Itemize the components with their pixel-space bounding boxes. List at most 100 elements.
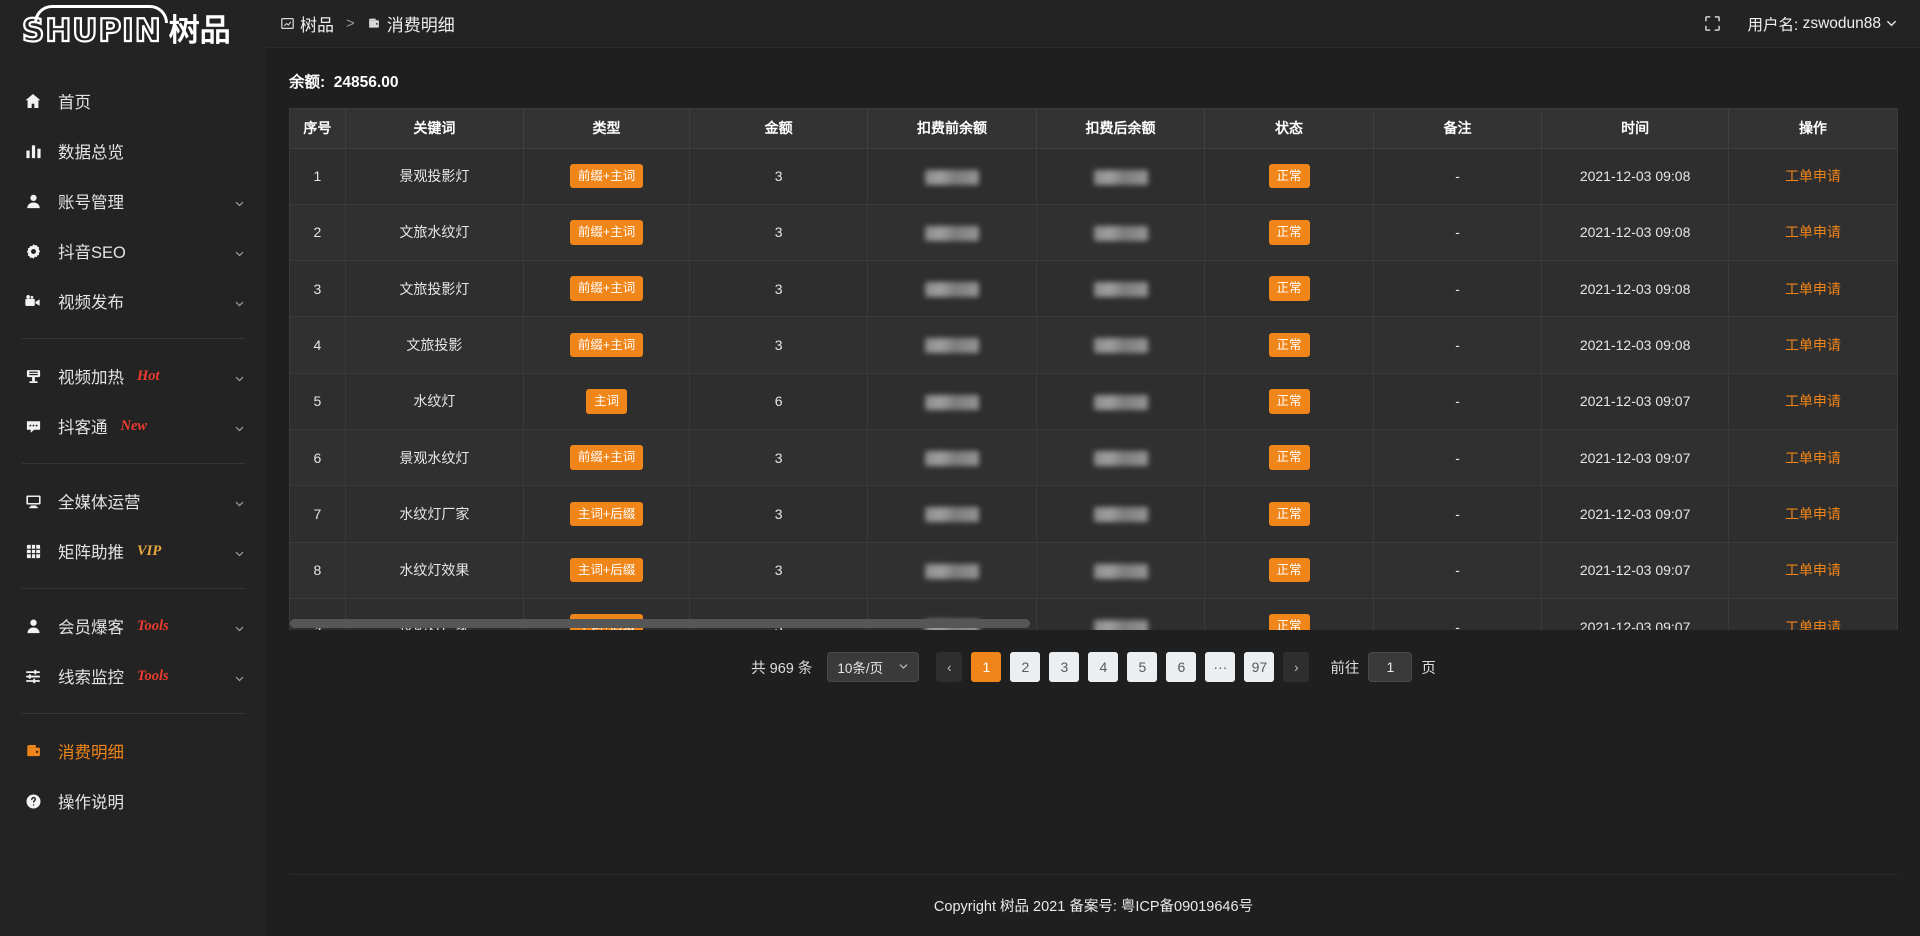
pagination-page-4[interactable]: 4: [1088, 652, 1119, 682]
sidebar-item-label: 线索监控: [58, 669, 124, 687]
redacted-value: [925, 507, 979, 523]
column-header: 操作: [1728, 109, 1897, 149]
sidebar-nav: 首页数据总览账号管理抖音SEO 视频发布视频加热 Hot 抖客通 New 全媒体运营矩阵助…: [0, 62, 267, 936]
sidebar-item-4[interactable]: 抖音SEO: [0, 226, 267, 276]
redacted-value: [925, 282, 979, 298]
pagination-prev[interactable]: ‹: [936, 652, 963, 682]
sidebar-item-13[interactable]: 操作说明: [0, 776, 267, 826]
sidebar-item-1[interactable]: 首页: [0, 76, 267, 126]
pagination-page-3[interactable]: 3: [1049, 652, 1080, 682]
status-badge: 正常: [1268, 276, 1310, 301]
sliders-icon: [22, 666, 44, 686]
pagination-goto-input[interactable]: [1368, 652, 1413, 682]
cell-status: 正常: [1204, 373, 1374, 430]
cell-index: 7: [290, 485, 346, 543]
table-row: 3 文旅投影灯 前缀+主词 3 正常 -2021-12-03 09:08 工单申请: [290, 260, 1897, 318]
page-size-select[interactable]: 10条/页: [827, 652, 920, 682]
chevron-down-icon: [234, 296, 245, 307]
page-size-value: 10条/页: [837, 661, 884, 676]
status-badge: 正常: [1268, 557, 1310, 583]
ticket-apply-link[interactable]: 工单申请: [1784, 337, 1841, 354]
ticket-apply-link[interactable]: 工单申请: [1784, 505, 1841, 522]
redacted-value: [1093, 225, 1148, 241]
consumption-table-container: 序号 关键词 类型 金额 扣费前余额 扣费后余额 状态 备注 时间 操作 1 景观投影灯 前缀+主词 3…: [289, 108, 1898, 630]
sidebar-item-10[interactable]: 会员爆客 Tools: [0, 601, 267, 651]
cell-remark: -: [1373, 598, 1543, 630]
table-row: 2 文旅水纹灯 前缀+主词 3 正常 -2021-12-03 09:08 工单申请: [290, 204, 1897, 262]
chevron-down-icon: [234, 671, 245, 682]
cell-keyword: 景观投影灯: [345, 148, 525, 205]
sidebar-item-7[interactable]: 抖客通 New: [0, 401, 267, 451]
redacted-value: [1093, 451, 1148, 467]
cell-status: 正常: [1204, 429, 1374, 487]
fullscreen-icon[interactable]: [1704, 15, 1721, 32]
type-badge: 前缀+主词: [569, 163, 644, 189]
cell-time: 2021-12-03 09:07: [1541, 429, 1729, 487]
cell-remark: -: [1373, 485, 1543, 543]
sidebar-item-label: 数据总览: [58, 144, 124, 162]
pagination-page-97[interactable]: 97: [1244, 652, 1275, 682]
cell-remark: -: [1373, 373, 1543, 430]
cell-keyword: 水纹灯: [345, 373, 525, 430]
column-header: 类型: [523, 109, 691, 149]
pagination-page-5[interactable]: 5: [1127, 652, 1158, 682]
status-badge: 正常: [1268, 389, 1310, 414]
cell-balance-before: [867, 542, 1037, 599]
table-body: 1 景观投影灯 前缀+主词 3 正常 -2021-12-03 09:08 工单申请 2 文旅水纹…: [290, 148, 1897, 630]
ticket-apply-link[interactable]: 工单申请: [1784, 168, 1841, 185]
ticket-apply-link[interactable]: 工单申请: [1784, 618, 1841, 630]
column-header: 时间: [1541, 109, 1729, 149]
pagination-page-6[interactable]: 6: [1166, 652, 1197, 682]
type-badge: 主词: [586, 389, 628, 414]
chevron-down-icon: [234, 546, 245, 557]
sidebar-item-9[interactable]: 矩阵助推 VIP: [0, 526, 267, 576]
cell-remark: -: [1373, 260, 1543, 318]
pagination-goto-label: 前往: [1330, 660, 1360, 677]
ticket-apply-link[interactable]: 工单申请: [1784, 224, 1841, 241]
horizontal-scrollbar[interactable]: [290, 619, 1030, 628]
table-row: 6 景观水纹灯 前缀+主词 3 正常 -2021-12-03 09:07 工单申请: [290, 429, 1897, 487]
cell-index: 8: [290, 542, 346, 599]
cell-balance-after: [1036, 542, 1206, 599]
brand-logo[interactable]: SHUPIN 树品: [0, 0, 267, 62]
cell-action: 工单申请: [1728, 204, 1897, 262]
wallet-icon: [22, 741, 44, 761]
cell-status: 正常: [1204, 316, 1374, 374]
pagination-page-···[interactable]: ···: [1205, 652, 1236, 682]
pagination-page-1[interactable]: 1: [971, 652, 1002, 682]
ticket-apply-link[interactable]: 工单申请: [1784, 393, 1841, 410]
sidebar-item-11[interactable]: 线索监控 Tools: [0, 651, 267, 701]
sidebar-item-label: 账号管理: [58, 194, 124, 212]
ticket-apply-link[interactable]: 工单申请: [1784, 449, 1841, 466]
sidebar-item-12[interactable]: 消费明细: [0, 726, 267, 776]
sidebar-item-3[interactable]: 账号管理: [0, 176, 267, 226]
cell-amount: 3: [689, 316, 869, 374]
sidebar-item-badge: VIP: [137, 542, 162, 559]
sidebar-item-label: 全媒体运营: [58, 494, 141, 512]
sidebar-item-label: 首页: [58, 94, 91, 112]
table-row: 1 景观投影灯 前缀+主词 3 正常 -2021-12-03 09:08 工单申请: [290, 148, 1897, 205]
sidebar-item-6[interactable]: 视频加热 Hot: [0, 351, 267, 401]
ticket-apply-link[interactable]: 工单申请: [1784, 280, 1841, 297]
ticket-apply-link[interactable]: 工单申请: [1784, 562, 1841, 579]
sidebar-item-8[interactable]: 全媒体运营: [0, 476, 267, 526]
pagination-next[interactable]: ›: [1283, 652, 1310, 682]
monitor-icon: [22, 491, 44, 511]
cell-amount: 3: [689, 429, 869, 487]
grid-icon: [22, 541, 44, 561]
breadcrumb-root[interactable]: 树品: [281, 11, 334, 36]
sidebar-item-label: 操作说明: [58, 794, 124, 812]
megaphone-icon: [22, 366, 44, 386]
redacted-value: [1093, 507, 1148, 523]
column-header: 序号: [290, 109, 346, 149]
status-badge: 正常: [1268, 332, 1310, 358]
balance-value: 24856.00: [333, 74, 399, 91]
cell-type: 主词: [523, 373, 691, 430]
sidebar-item-2[interactable]: 数据总览: [0, 126, 267, 176]
pagination-page-2[interactable]: 2: [1010, 652, 1041, 682]
redacted-value: [1093, 619, 1148, 630]
sidebar-item-5[interactable]: 视频发布: [0, 276, 267, 326]
cell-remark: -: [1373, 316, 1543, 374]
user-menu[interactable]: 用户名: zswodun88: [1747, 13, 1898, 35]
sidebar-item-label: 矩阵助推: [58, 544, 124, 562]
